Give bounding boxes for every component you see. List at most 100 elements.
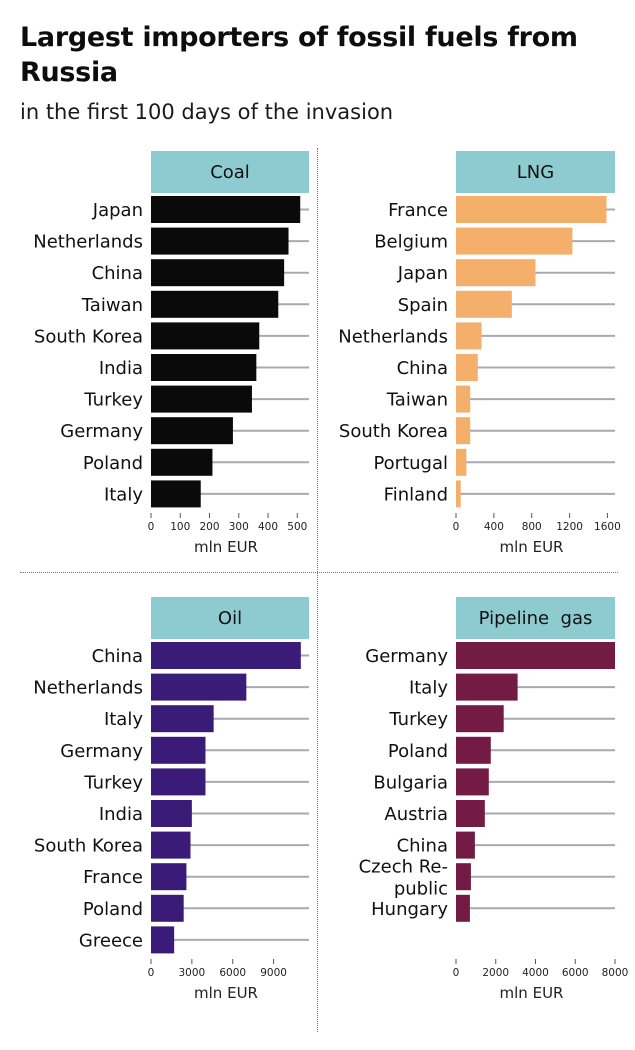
coal-bar-4	[151, 322, 260, 350]
chart-subtitle: in the first 100 days of the invasion	[20, 100, 394, 124]
lng-category-label-7: South Korea	[339, 421, 448, 442]
lng-tick-label-3: 1200	[556, 521, 583, 533]
coal-bar-8	[151, 448, 213, 476]
coal-panel-header: Coal	[151, 151, 309, 193]
coal-bar-6	[151, 385, 252, 413]
pipeline-gas-bar-7	[456, 863, 471, 891]
pipeline-gas-bar-0	[456, 642, 615, 669]
oil-category-label-7: France	[83, 867, 143, 888]
lng-panel-header: LNG	[456, 151, 615, 193]
oil-category-label-3: Germany	[60, 741, 143, 762]
lng-category-label-5: China	[397, 358, 448, 379]
pipeline-gas-tick-label-2: 4000	[522, 967, 549, 979]
coal-category-label-2: China	[92, 263, 143, 284]
oil-tick-label-1: 3000	[178, 967, 205, 979]
chart-title: Largest importers of fossil fuels from R…	[20, 22, 578, 88]
lng-bar-2	[456, 259, 536, 287]
pipeline-gas-bar-4	[456, 768, 489, 796]
coal-x-axis-label: mln EUR	[194, 538, 258, 556]
coal-category-label-9: Italy	[104, 484, 143, 505]
coal-tick-label-1: 100	[170, 521, 190, 533]
lng-category-label-2: Japan	[397, 263, 448, 284]
oil-panel-header: Oil	[151, 597, 309, 639]
coal-bar-1	[151, 227, 289, 255]
coal-category-label-6: Turkey	[83, 390, 143, 411]
pipeline-gas-bar-1	[456, 673, 518, 701]
pipeline-gas-category-label-8: Hungary	[371, 899, 448, 920]
coal-tick-label-5: 500	[287, 521, 307, 533]
pipeline-gas-bar-3	[456, 736, 491, 764]
coal-category-label-8: Poland	[83, 453, 143, 474]
lng-bar-8	[456, 448, 467, 476]
pipeline-gas-category-label-0: Germany	[365, 646, 448, 667]
oil-category-label-5: India	[99, 804, 143, 825]
oil-bar-6	[151, 831, 191, 859]
lng-bar-7	[456, 417, 471, 445]
coal-tick-label-3: 300	[229, 521, 249, 533]
oil-category-label-0: China	[92, 646, 143, 667]
oil-category-label-2: Italy	[104, 709, 143, 730]
coal-category-label-7: Germany	[60, 421, 143, 442]
coal-bar-0	[151, 196, 301, 223]
oil-tick-label-2: 6000	[219, 967, 246, 979]
lng-bar-0	[456, 196, 607, 223]
oil-bar-7	[151, 863, 187, 891]
pipeline-gas-category-label-1: Italy	[409, 678, 448, 699]
lng-category-label-4: Netherlands	[338, 326, 448, 347]
pipeline-gas-x-axis-label: mln EUR	[500, 984, 564, 1002]
oil-tick-label-3: 9000	[260, 967, 287, 979]
oil-bar-0	[151, 642, 301, 669]
lng-tick-label-1: 400	[484, 521, 504, 533]
lng-bar-3	[456, 290, 512, 318]
oil-bar-9	[151, 926, 175, 954]
pipeline-gas-category-label-2: Turkey	[388, 709, 448, 730]
coal-panel-title: Coal	[210, 161, 250, 183]
oil-category-label-1: Netherlands	[33, 678, 143, 699]
lng-category-label-0: France	[388, 200, 448, 221]
pipeline-gas-panel-header: Pipeline gas	[456, 597, 615, 639]
lng-category-label-9: Finland	[384, 484, 448, 505]
pipeline-gas-panel-title: Pipeline gas	[478, 607, 593, 629]
pipeline-gas-tick-label-1: 2000	[482, 967, 509, 979]
pipeline-gas-bar-8	[456, 894, 470, 922]
horizontal-divider	[20, 572, 618, 573]
oil-bar-4	[151, 768, 206, 796]
coal-category-label-5: India	[99, 358, 143, 379]
pipeline-gas-category-label-7: Czech Re-public	[359, 857, 448, 900]
pipeline-gas-category-label-5: Austria	[384, 804, 448, 825]
coal-category-label-4: South Korea	[34, 326, 143, 347]
oil-bar-3	[151, 736, 206, 764]
coal-bar-5	[151, 354, 257, 381]
vertical-divider	[317, 148, 318, 1032]
lng-bar-6	[456, 385, 471, 413]
lng-tick-label-4: 1600	[594, 521, 621, 533]
coal-bar-7	[151, 417, 233, 445]
pipeline-gas-bar-6	[456, 831, 475, 859]
coal-category-label-0: Japan	[92, 200, 143, 221]
lng-x-axis-label: mln EUR	[500, 538, 564, 556]
pipeline-gas-bar-5	[456, 800, 485, 827]
coal-bar-9	[151, 480, 201, 508]
pipeline-gas-tick-label-4: 8000	[602, 967, 629, 979]
lng-tick-label-2: 800	[522, 521, 542, 533]
oil-panel-title: Oil	[217, 607, 243, 629]
oil-bar-8	[151, 894, 184, 922]
pipeline-gas-category-label-6: China	[397, 836, 448, 857]
lng-category-label-3: Spain	[398, 295, 448, 316]
pipeline-gas-category-label-3: Poland	[388, 741, 448, 762]
lng-panel-title: LNG	[516, 161, 555, 183]
oil-x-axis-label: mln EUR	[194, 984, 258, 1002]
lng-category-label-1: Belgium	[374, 232, 448, 253]
oil-bar-5	[151, 800, 192, 827]
lng-bar-1	[456, 227, 573, 255]
coal-category-label-3: Taiwan	[81, 295, 143, 316]
lng-bar-5	[456, 354, 478, 381]
coal-category-label-1: Netherlands	[33, 232, 143, 253]
oil-bar-1	[151, 673, 247, 701]
lng-tick-label-0: 0	[453, 521, 460, 533]
pipeline-gas-bar-2	[456, 705, 504, 733]
oil-tick-label-0: 0	[148, 967, 155, 979]
coal-tick-label-4: 400	[258, 521, 278, 533]
oil-bar-2	[151, 705, 214, 733]
